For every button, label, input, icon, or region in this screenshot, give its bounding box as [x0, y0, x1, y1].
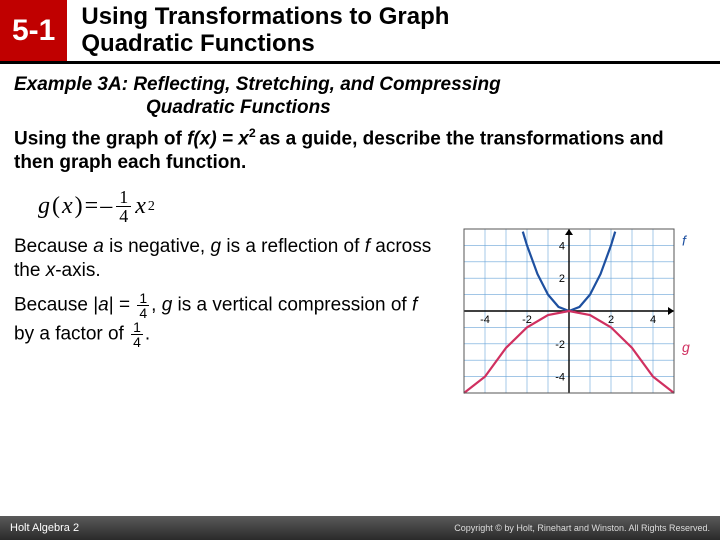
lesson-number: 5-1 [0, 0, 67, 61]
p2f2n: 1 [131, 320, 143, 335]
example-title-line1: Example 3A: Reflecting, Stretching, and … [14, 74, 501, 95]
p1i: -axis. [55, 260, 100, 281]
svg-text:-2: -2 [555, 339, 565, 351]
svg-text:f: f [682, 233, 688, 249]
example-title-line2: Quadratic Functions [14, 97, 706, 120]
formula-x: x [62, 193, 73, 220]
formula-open: ( [52, 193, 60, 220]
formula-close: ) [75, 193, 83, 220]
p1c: is negative, [104, 236, 211, 257]
footer-left: Holt Algebra 2 [10, 522, 79, 534]
prompt-sup: 2 [249, 126, 259, 140]
svg-text:g: g [682, 339, 690, 355]
p2fn: 1 [137, 291, 149, 306]
p1b: a [93, 236, 104, 257]
body-row: Because a is negative, g is a reflection… [14, 235, 706, 411]
formula-neg: – [100, 193, 112, 220]
footer-copyright: Copyright © by Holt, Rinehart and Winsto… [454, 523, 710, 533]
p2f2d: 4 [131, 335, 143, 349]
formula-fraction: 1 4 [116, 188, 131, 225]
svg-text:2: 2 [559, 274, 565, 286]
content-area: Example 3A: Reflecting, Stretching, and … [0, 64, 720, 411]
p2-frac2: 14 [131, 320, 143, 349]
para1: Because a is negative, g is a reflection… [14, 235, 434, 283]
p2g: f [412, 294, 417, 315]
p2fd: 4 [137, 306, 149, 320]
prompt-func: f(x) = x [187, 128, 249, 149]
explanation: Because a is negative, g is a reflection… [14, 235, 434, 411]
footer-bar: Holt Algebra 2 Copyright © by Holt, Rine… [0, 516, 720, 540]
p1a: Because [14, 236, 93, 257]
p2d: , [151, 294, 162, 315]
formula-var: x [135, 193, 146, 220]
p2h: by a factor of [14, 323, 129, 344]
svg-text:4: 4 [559, 241, 565, 253]
title-line2: Quadratic Functions [81, 30, 314, 57]
p2f: is a vertical compression of [172, 294, 412, 315]
p2-frac: 14 [137, 291, 149, 320]
svg-text:-4: -4 [555, 372, 565, 384]
svg-text:-4: -4 [480, 314, 490, 326]
p1e: is a reflection of [221, 236, 365, 257]
p2a: Because | [14, 294, 98, 315]
p1d: g [210, 236, 221, 257]
formula-g: g [38, 193, 50, 220]
page-title: Using Transformations to Graph Quadratic… [81, 4, 720, 57]
p2c: | = [109, 294, 136, 315]
frac-den: 4 [116, 207, 131, 225]
frac-num: 1 [116, 188, 131, 207]
prompt-pre: Using the graph of [14, 128, 187, 149]
graph-chart: -4-4-2-22244fg [446, 211, 706, 411]
svg-text:2: 2 [608, 314, 614, 326]
para2: Because |a| = 14, g is a vertical compre… [14, 291, 434, 349]
svg-text:4: 4 [650, 314, 656, 326]
example-title: Example 3A: Reflecting, Stretching, and … [14, 74, 706, 120]
p1h: x [46, 260, 56, 281]
header-bar: 5-1 Using Transformations to Graph Quadr… [0, 0, 720, 64]
formula-exp: 2 [148, 199, 155, 215]
p2b: a [98, 294, 109, 315]
p2e: g [162, 294, 173, 315]
title-line1: Using Transformations to Graph [81, 3, 449, 30]
formula-eq: = [85, 193, 99, 220]
p2i: . [145, 323, 150, 344]
prompt-text: Using the graph of f(x) = x2 as a guide,… [14, 126, 706, 175]
